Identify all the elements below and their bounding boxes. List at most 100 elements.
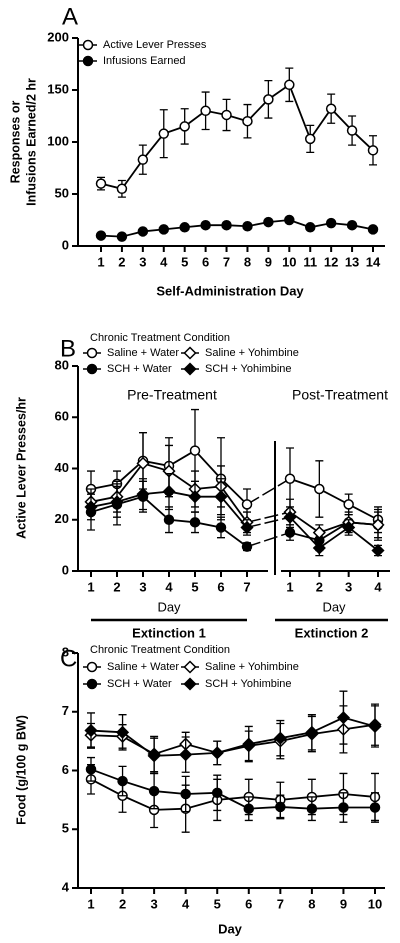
marker bbox=[221, 109, 232, 121]
legend-marker bbox=[86, 678, 98, 690]
marker bbox=[263, 94, 274, 105]
marker bbox=[284, 527, 296, 538]
x-tick-label: 4 bbox=[374, 579, 382, 594]
series-line bbox=[90, 490, 379, 552]
marker bbox=[95, 178, 107, 189]
x-tick-label: 5 bbox=[181, 254, 188, 269]
legend-marker bbox=[86, 661, 98, 673]
marker bbox=[325, 103, 337, 114]
x-tick-label: 4 bbox=[160, 254, 168, 269]
x-tick-label: 2 bbox=[119, 896, 126, 911]
marker bbox=[243, 803, 255, 814]
legend-label: Saline + Yohimbine bbox=[205, 661, 299, 673]
x-tick-label: 1 bbox=[97, 254, 104, 269]
y-axis-label: Infusions Earned/2 hr bbox=[24, 78, 38, 206]
y-tick-label: 40 bbox=[55, 460, 69, 475]
y-tick-label: 150 bbox=[47, 81, 69, 96]
marker bbox=[158, 224, 170, 235]
x-tick-label: 1 bbox=[286, 579, 293, 594]
x-tick-label: 5 bbox=[191, 579, 198, 594]
marker bbox=[137, 154, 149, 165]
y-tick-label: 7 bbox=[62, 703, 69, 718]
series-line bbox=[90, 449, 379, 521]
marker bbox=[263, 216, 274, 228]
x-tick-label: 5 bbox=[214, 896, 221, 911]
marker bbox=[189, 445, 201, 456]
marker bbox=[137, 226, 149, 237]
y-axis-label: Responses or bbox=[8, 101, 22, 184]
y-tick-label: 200 bbox=[47, 29, 69, 44]
marker bbox=[314, 483, 325, 495]
x-tick-label: 10 bbox=[368, 896, 382, 911]
group-subtitle: Post-Treatment bbox=[292, 387, 388, 403]
legend-marker bbox=[183, 660, 197, 674]
marker bbox=[179, 222, 190, 233]
marker bbox=[242, 115, 253, 127]
panel-label: A bbox=[62, 3, 78, 30]
panel-label: B bbox=[60, 335, 76, 362]
group-label: Extinction 2 bbox=[295, 625, 369, 640]
x-axis-label: Day bbox=[218, 921, 243, 936]
legend-label: SCH + Yohimbine bbox=[205, 678, 292, 690]
marker bbox=[305, 725, 319, 739]
marker bbox=[304, 222, 316, 233]
series-line bbox=[90, 778, 376, 811]
legend-label: Saline + Yohimbine bbox=[205, 347, 299, 359]
marker bbox=[338, 802, 349, 813]
marker bbox=[369, 802, 381, 813]
x-tick-label: 7 bbox=[223, 254, 230, 269]
x-tick-label: 10 bbox=[282, 254, 296, 269]
marker bbox=[188, 490, 202, 504]
marker bbox=[240, 520, 254, 534]
y-tick-label: 80 bbox=[55, 357, 69, 372]
series-line bbox=[90, 723, 376, 756]
marker bbox=[336, 711, 351, 725]
marker bbox=[116, 183, 128, 195]
marker bbox=[147, 749, 161, 763]
x-tick-label: 12 bbox=[324, 254, 338, 269]
marker bbox=[346, 219, 358, 231]
legend-label: Saline + Water bbox=[107, 347, 179, 359]
x-axis-label: Day bbox=[322, 599, 346, 614]
marker bbox=[325, 217, 337, 229]
marker bbox=[163, 514, 175, 525]
marker bbox=[306, 803, 318, 814]
x-tick-label: 1 bbox=[87, 579, 94, 594]
x-tick-label: 11 bbox=[303, 254, 317, 269]
x-tick-label: 14 bbox=[366, 254, 381, 269]
marker bbox=[136, 456, 150, 470]
legend-marker bbox=[86, 363, 98, 375]
marker bbox=[116, 231, 128, 242]
marker bbox=[214, 490, 228, 504]
connector bbox=[246, 516, 291, 529]
y-tick-label: 60 bbox=[55, 409, 69, 424]
marker bbox=[110, 495, 124, 509]
y-tick-label: 5 bbox=[62, 821, 69, 836]
marker bbox=[221, 219, 232, 231]
x-tick-label: 8 bbox=[308, 896, 315, 911]
marker bbox=[284, 79, 295, 91]
marker bbox=[275, 801, 286, 813]
marker bbox=[115, 725, 130, 739]
connector bbox=[246, 511, 291, 524]
y-axis-label: Active Lever Presses/hr bbox=[14, 397, 28, 539]
marker bbox=[148, 785, 160, 797]
x-tick-label: 4 bbox=[165, 579, 173, 594]
series-line bbox=[90, 768, 375, 810]
y-tick-label: 6 bbox=[62, 762, 69, 777]
marker bbox=[343, 499, 354, 510]
y-tick-label: 4 bbox=[62, 879, 70, 894]
y-tick-label: 0 bbox=[62, 237, 69, 252]
legend-marker bbox=[82, 39, 94, 51]
group-subtitle: Pre-Treatment bbox=[127, 387, 217, 403]
marker bbox=[242, 737, 256, 751]
marker bbox=[367, 145, 379, 156]
legend-label: SCH + Water bbox=[107, 678, 172, 690]
x-tick-label: 6 bbox=[217, 579, 224, 594]
marker bbox=[371, 518, 385, 532]
marker bbox=[215, 522, 227, 533]
x-tick-label: 1 bbox=[87, 896, 94, 911]
legend-marker bbox=[183, 346, 197, 360]
x-tick-label: 9 bbox=[340, 896, 347, 911]
